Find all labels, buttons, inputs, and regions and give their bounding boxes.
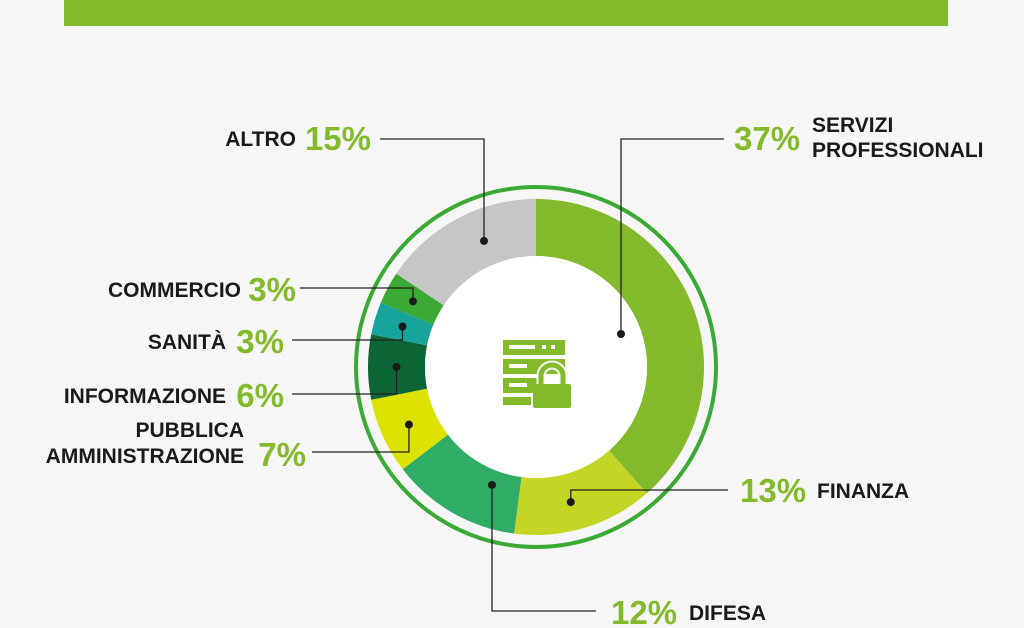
leader-commercio xyxy=(300,287,414,302)
leader-dot-commercio xyxy=(408,297,417,306)
leader-dot-difesa xyxy=(488,480,496,489)
leader-informazione xyxy=(292,367,398,395)
percent-label-sanita: 3% xyxy=(236,323,284,360)
percent-label-difesa: 12% xyxy=(611,594,677,628)
leader-dot-informazione xyxy=(392,363,401,371)
slice-finanza xyxy=(514,450,647,536)
category-label-pubblica-amministrazione: PUBBLICA AMMINISTRAZIONE xyxy=(46,419,244,468)
percent-label-servizi-professionali: 37% xyxy=(734,120,800,157)
slice-servizi-professionali xyxy=(536,199,705,494)
leader-pubblica-amministrazione xyxy=(312,424,410,453)
percent-label-finanza: 13% xyxy=(740,472,806,509)
leader-lines xyxy=(292,138,728,612)
category-label-difesa: DIFESA xyxy=(689,602,766,625)
leader-servizi-professionali xyxy=(620,138,724,334)
server-lock-icon xyxy=(503,340,571,408)
category-label-informazione: INFORMAZIONE xyxy=(64,385,226,408)
leader-finanza xyxy=(570,489,728,503)
leader-altro xyxy=(380,138,485,241)
category-label-servizi-professionali: SERVIZI PROFESSIONALI xyxy=(812,114,984,162)
leader-dot-finanza xyxy=(566,498,575,507)
leader-difesa xyxy=(491,484,596,612)
leader-dot-sanita xyxy=(398,322,407,331)
percent-label-informazione: 6% xyxy=(236,377,284,414)
category-label-commercio: COMMERCIO xyxy=(108,279,241,302)
slice-labels: 37% SERVIZI PROFESSIONALI 13% FINANZA 12% DIFE… xyxy=(46,114,984,628)
leader-dot-altro xyxy=(480,236,488,245)
percent-label-pubblica-amministrazione: 7% xyxy=(258,436,306,473)
leader-sanita xyxy=(292,326,404,341)
category-label-finanza: FINANZA xyxy=(817,480,909,503)
percent-label-altro: 15% xyxy=(305,120,371,157)
leader-dot-servizi-professionali xyxy=(617,329,625,338)
leader-dot-pubblica-amministrazione xyxy=(404,420,413,429)
category-label-sanita: SANITÀ xyxy=(148,331,226,354)
donut-slices xyxy=(368,199,705,536)
outer-ring xyxy=(354,185,718,549)
category-label-altro: ALTRO xyxy=(225,128,296,151)
header-bar xyxy=(64,0,948,26)
slice-altro xyxy=(396,199,536,306)
percent-label-commercio: 3% xyxy=(248,271,296,308)
